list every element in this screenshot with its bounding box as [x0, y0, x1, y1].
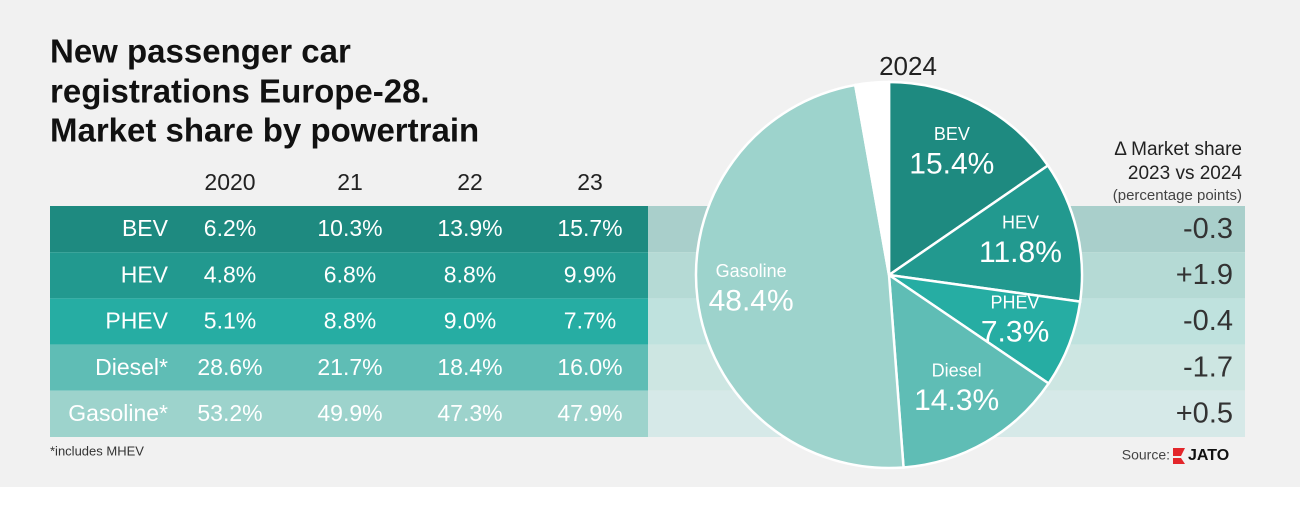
cell-value: 18.4% — [437, 354, 502, 380]
row-label: BEV — [122, 215, 169, 241]
delta-header: 2023 vs 2024 — [1128, 163, 1243, 184]
row-band — [50, 344, 648, 391]
pie-slice — [887, 80, 1050, 278]
delta-value: +1.9 — [1176, 259, 1233, 291]
row-band — [50, 390, 648, 437]
pie-slice — [853, 80, 891, 276]
cell-value: 4.8% — [204, 261, 256, 287]
cell-value: 49.9% — [317, 400, 382, 426]
slice-value: 7.3% — [981, 315, 1049, 348]
cell-value: 28.6% — [197, 354, 262, 380]
row-band — [50, 206, 648, 253]
slice-value: 14.3% — [914, 384, 999, 417]
slice-label: HEV — [1002, 213, 1039, 233]
cell-value: 16.0% — [557, 354, 622, 380]
row-label: Gasoline* — [68, 400, 168, 426]
column-header: 2020 — [204, 169, 255, 195]
title-line: registrations Europe-28. — [50, 73, 430, 110]
row-band — [50, 252, 648, 299]
cell-value: 10.3% — [317, 215, 382, 241]
source-logo: JATO — [1188, 447, 1229, 464]
delta-value: -0.4 — [1183, 305, 1233, 337]
pie-slice — [887, 272, 1051, 469]
column-header: 23 — [577, 169, 603, 195]
cell-value: 13.9% — [437, 215, 502, 241]
footnote: *includes MHEV — [50, 443, 144, 458]
delta-value: -1.7 — [1183, 351, 1233, 383]
cell-value: 8.8% — [444, 261, 496, 287]
slice-value: 11.8% — [979, 236, 1062, 269]
slice-label: Diesel — [932, 361, 982, 381]
slice-value: 15.4% — [909, 147, 994, 180]
slice-label: Gasoline — [716, 261, 787, 281]
delta-header: Δ Market share — [1114, 139, 1242, 160]
column-header: 21 — [337, 169, 363, 195]
cell-value: 47.9% — [557, 400, 622, 426]
column-header: 22 — [457, 169, 483, 195]
delta-value: +0.5 — [1176, 398, 1233, 430]
row-band — [50, 298, 648, 345]
row-label: HEV — [121, 261, 169, 287]
cell-value: 53.2% — [197, 400, 262, 426]
cell-value: 6.8% — [324, 261, 376, 287]
logo-icon — [1173, 448, 1185, 464]
row-label: PHEV — [105, 308, 168, 334]
row-label: Diesel* — [95, 354, 168, 380]
cell-value: 47.3% — [437, 400, 502, 426]
slice-label: PHEV — [991, 292, 1040, 312]
pie: BEV 15.4% HEV 11.8% PHEV 7.3% Diesel 14.3% Gasol… — [694, 80, 1084, 470]
cell-value: 7.7% — [564, 308, 616, 334]
cell-value: 9.0% — [444, 308, 496, 334]
pie-title: 2024 — [879, 51, 937, 81]
delta-value: -0.3 — [1183, 213, 1233, 245]
slice-label: BEV — [934, 124, 970, 144]
pie-slice — [694, 83, 905, 470]
slice-value: 48.4% — [709, 284, 794, 317]
source-label: Source: — [1122, 447, 1170, 463]
cell-value: 15.7% — [557, 215, 622, 241]
cell-value: 5.1% — [204, 308, 256, 334]
cell-value: 8.8% — [324, 308, 376, 334]
title-line: New passenger car — [50, 33, 351, 70]
pie-slice — [885, 163, 1084, 304]
cell-value: 21.7% — [317, 354, 382, 380]
delta-header: (percentage points) — [1113, 187, 1242, 204]
cell-value: 6.2% — [204, 215, 256, 241]
title-line: Market share by powertrain — [50, 112, 479, 149]
cell-value: 9.9% — [564, 261, 616, 287]
